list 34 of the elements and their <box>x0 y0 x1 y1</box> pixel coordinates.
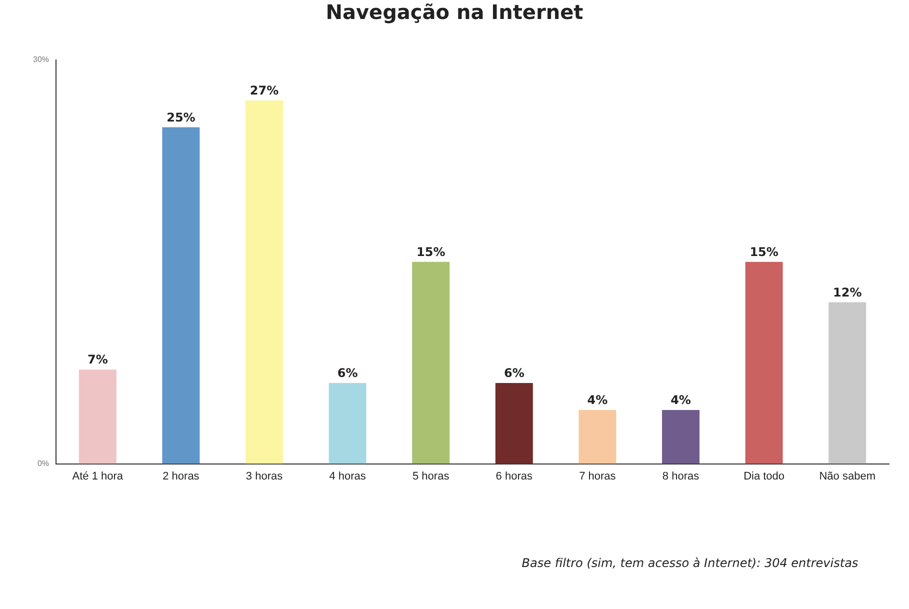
bar <box>78 370 116 464</box>
x-tick-label: Não sabem <box>819 470 876 482</box>
bar <box>662 410 700 464</box>
data-label: 15% <box>416 245 446 260</box>
data-label: 6% <box>337 366 358 380</box>
data-label: 12% <box>832 285 862 300</box>
x-tick-label: 5 horas <box>412 470 450 482</box>
data-label: 15% <box>750 245 778 260</box>
x-tick-label: Até 1 hora <box>72 470 124 482</box>
x-tick-label: Dia todo <box>744 470 785 482</box>
data-label: 7% <box>87 352 108 367</box>
bar <box>828 302 866 464</box>
y-tick-label: 30% <box>32 55 50 64</box>
bar <box>412 262 450 464</box>
x-tick-label: 4 horas <box>329 470 366 482</box>
x-tick-label: 2 horas <box>162 470 200 482</box>
bar <box>162 127 200 464</box>
x-tick-label: 8 horas <box>662 470 700 482</box>
x-tick-label: 3 horas <box>246 470 284 482</box>
text: Base filtro (sim, tem acesso à Internet): 304 entrevistas <box>520 556 860 570</box>
bar <box>246 100 283 464</box>
bar <box>578 410 616 464</box>
data-label: 4% <box>670 393 691 408</box>
data-label: 4% <box>587 393 608 408</box>
data-label: 25% <box>166 110 196 124</box>
x-tick-label: 7 horas <box>579 470 616 482</box>
data-label: 6% <box>504 366 524 380</box>
bar <box>495 383 533 464</box>
bar <box>745 262 783 464</box>
y-tick-label: 0% <box>37 459 50 468</box>
chart-title: Navegação na Internet <box>324 0 584 24</box>
data-label: 27% <box>250 84 279 98</box>
bar <box>328 383 366 464</box>
x-tick-label: 6 horas <box>496 470 533 482</box>
